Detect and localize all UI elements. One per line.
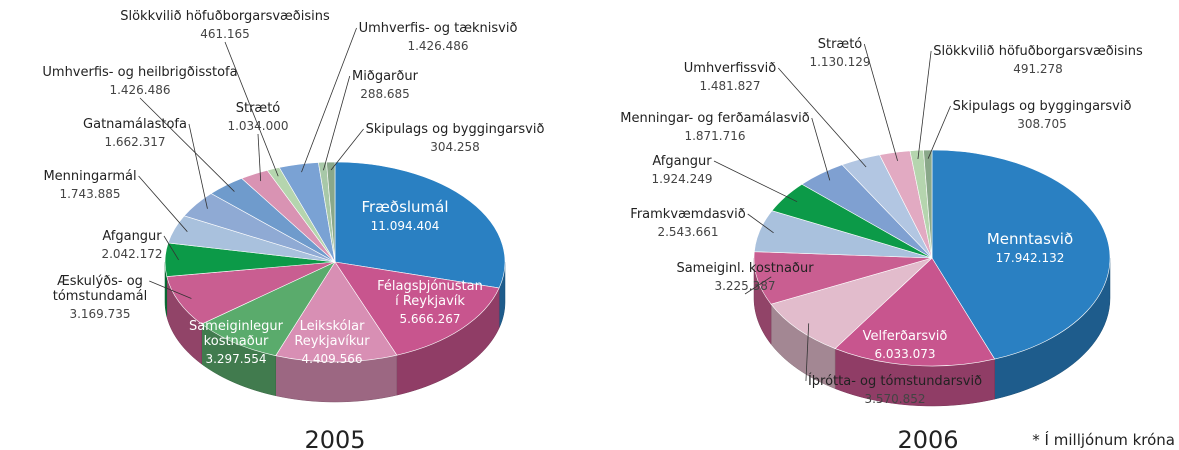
value-label: 3.169.735	[69, 307, 130, 321]
slice-label: Miðgarður	[352, 69, 419, 84]
slice	[931, 149, 1111, 360]
slice-label: Skipulags og byggingarsvið	[366, 122, 545, 137]
slice-label: Skipulags og byggingarsvið	[953, 99, 1132, 114]
slice-label: Félagsþjónustan í Reykjavík	[377, 279, 483, 309]
slice	[201, 261, 336, 357]
value-label: 1.743.885	[59, 187, 120, 201]
value-label: 1.426.486	[109, 83, 170, 97]
slice-label: Fræðslumál	[361, 198, 448, 216]
pie	[753, 149, 1111, 407]
slice-label: Strætó	[818, 37, 863, 52]
slice-label: Æskulýðs- og tómstundamál	[53, 274, 148, 304]
leader-line	[138, 175, 188, 232]
leader-line	[713, 160, 798, 203]
leader-line	[744, 276, 772, 295]
value-label: 1.481.827	[699, 79, 760, 93]
leader-line	[805, 323, 810, 382]
slice	[166, 261, 336, 325]
slice-label: Slökkvilið höfuðborgarsvæðisins	[933, 44, 1143, 59]
slice-label: Velferðarsvið	[863, 329, 948, 344]
value-label: 2.042.172	[101, 247, 162, 261]
value-label: 5.666.267	[399, 312, 460, 326]
leader-line	[917, 50, 932, 160]
note: * Í milljónum króna	[1032, 430, 1175, 449]
slice-label: Sameiginl. kostnaður	[676, 261, 814, 276]
slice-label: Afgangur	[102, 229, 162, 244]
leader-line	[747, 213, 774, 234]
value-label: 1.871.716	[684, 129, 745, 143]
leader-line	[811, 117, 831, 181]
chart-title: 2005	[304, 426, 365, 450]
value-label: 304.258	[430, 140, 480, 154]
value-label: 1.426.486	[407, 39, 468, 53]
slice	[334, 261, 500, 356]
slice	[753, 251, 933, 305]
slice-label: Gatnamálastofa	[83, 117, 187, 132]
slice-label: Menntasvið	[987, 230, 1073, 248]
value-label: 17.942.132	[996, 251, 1065, 265]
slice-label: Umhverfis- og heilbrigðisstofa	[42, 65, 237, 80]
value-label: 3.297.554	[205, 352, 266, 366]
slice-label: Umhverfis- og tæknisvið	[359, 21, 518, 36]
leader-line	[139, 97, 235, 192]
slice-label: Framkvæmdasvið	[630, 207, 745, 222]
value-label: 308.705	[1017, 117, 1067, 131]
leader-line	[149, 280, 192, 299]
slice-label: Slökkvilið höfuðborgarsvæðisins	[120, 9, 330, 24]
leader-line	[163, 235, 179, 261]
slice-label: Leikskólar Reykjavíkur	[294, 319, 370, 349]
leader-line	[188, 123, 208, 209]
value-label: 491.278	[1013, 62, 1063, 76]
pie	[164, 161, 506, 403]
value-label: 461.165	[200, 27, 250, 41]
leader-line	[224, 41, 279, 177]
value-label: 1.662.317	[104, 135, 165, 149]
value-label: 3.225.387	[714, 279, 775, 293]
slice-label: Sameiginlegur kostnaður	[189, 319, 284, 349]
value-label: 3.570.852	[864, 392, 925, 406]
value-label: 288.685	[360, 87, 410, 101]
value-label: 11.094.404	[371, 219, 440, 233]
chart-title: 2006	[897, 426, 958, 450]
leader-line	[863, 43, 898, 161]
value-label: 1.924.249	[651, 172, 712, 186]
slice	[770, 257, 933, 349]
leader-line	[301, 27, 357, 173]
leader-line	[777, 67, 867, 168]
leader-line	[927, 105, 951, 159]
value-label: 6.033.073	[874, 347, 935, 361]
slice-label: Menningarmál	[43, 169, 136, 184]
slice-label: Umhverfissvið	[684, 61, 776, 76]
slice-label: Íþrótta- og tómstundarsvið	[808, 373, 982, 389]
slice	[334, 161, 506, 289]
slice-label: Menningar- og ferðamálasvið	[620, 111, 810, 126]
slice	[834, 257, 996, 367]
slice-label: Afgangur	[652, 154, 712, 169]
slice	[275, 261, 398, 363]
slice	[326, 161, 336, 263]
leader-line	[257, 133, 262, 182]
leader-line	[330, 128, 364, 171]
slice-label: Strætó	[236, 101, 281, 116]
value-label: 2.543.661	[657, 225, 718, 239]
leader-line	[323, 75, 351, 171]
value-label: 1.130.129	[809, 55, 870, 69]
value-label: 4.409.566	[301, 352, 362, 366]
